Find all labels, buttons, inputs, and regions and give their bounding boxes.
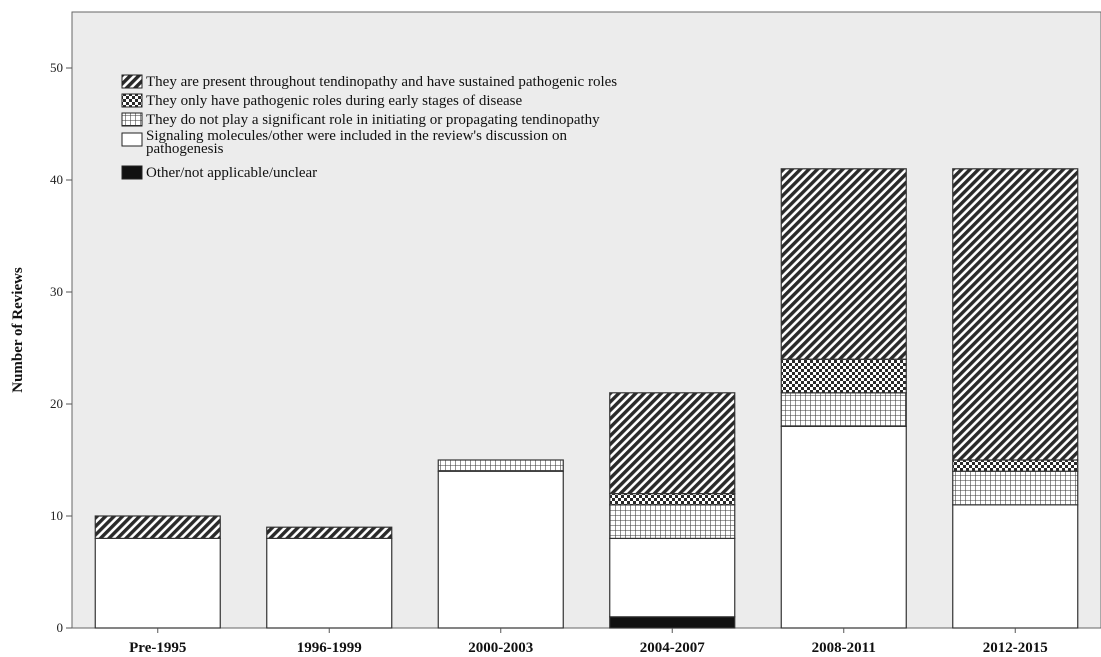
bar-segment xyxy=(952,470,1079,506)
plot-area xyxy=(71,11,1101,629)
x-category-label: 2000-2003 xyxy=(468,640,533,656)
bar-segment xyxy=(94,515,221,539)
bar-segment xyxy=(609,392,736,495)
bar-segment xyxy=(780,392,907,427)
legend: They are present throughout tendinopathy… xyxy=(121,74,617,181)
x-category-label: 1996-1999 xyxy=(297,640,362,656)
bar-segment xyxy=(780,358,907,394)
legend-label: They only have pathogenic roles during e… xyxy=(146,93,522,109)
bar-segment xyxy=(437,470,564,629)
bars-layer xyxy=(94,168,1079,629)
y-tick-label: 40 xyxy=(50,172,63,187)
legend-label: Other/not applicable/unclear xyxy=(146,165,317,181)
x-category-label: 2008-2011 xyxy=(812,640,876,656)
bar-segment xyxy=(609,493,736,506)
bar-segment xyxy=(266,537,393,629)
legend-swatch xyxy=(121,112,143,127)
bar-segment xyxy=(94,537,221,629)
legend-label: They are present throughout tendinopathy… xyxy=(146,74,617,90)
bar-segment xyxy=(952,459,1079,472)
y-tick-label: 20 xyxy=(50,396,63,411)
bar-segment xyxy=(609,537,736,618)
legend-swatch xyxy=(121,93,143,108)
y-tick-label: 50 xyxy=(50,60,63,75)
bar-segment xyxy=(266,526,393,540)
x-category-label: 2004-2007 xyxy=(640,640,705,656)
x-axis: Pre-1995 1996-1999 2000-2003 2004-2007 2008-… xyxy=(129,628,1048,656)
x-category-label: Pre-1995 xyxy=(129,640,186,656)
bar-segment xyxy=(609,616,736,629)
bar-segment xyxy=(780,168,907,360)
x-category-label: 2012-2015 xyxy=(983,640,1048,656)
bar-segment xyxy=(780,425,907,629)
y-tick-label: 30 xyxy=(50,284,63,299)
legend-label: pathogenesis xyxy=(146,141,224,157)
bar-segment xyxy=(952,168,1079,461)
y-tick-label: 10 xyxy=(50,508,63,523)
legend-label: Signaling molecules/other were included … xyxy=(146,128,567,144)
legend-swatch xyxy=(121,74,143,89)
y-axis-label: Number of Reviews xyxy=(10,267,26,393)
legend-swatch xyxy=(121,132,143,147)
legend-label: They do not play a significant role in i… xyxy=(146,112,600,128)
bar-segment xyxy=(437,459,564,472)
y-axis: 0 10 20 30 40 50 xyxy=(50,60,72,635)
y-tick-label: 0 xyxy=(57,620,64,635)
bar-segment xyxy=(952,504,1079,629)
legend-swatch xyxy=(121,165,143,180)
bar-segment xyxy=(609,504,736,539)
